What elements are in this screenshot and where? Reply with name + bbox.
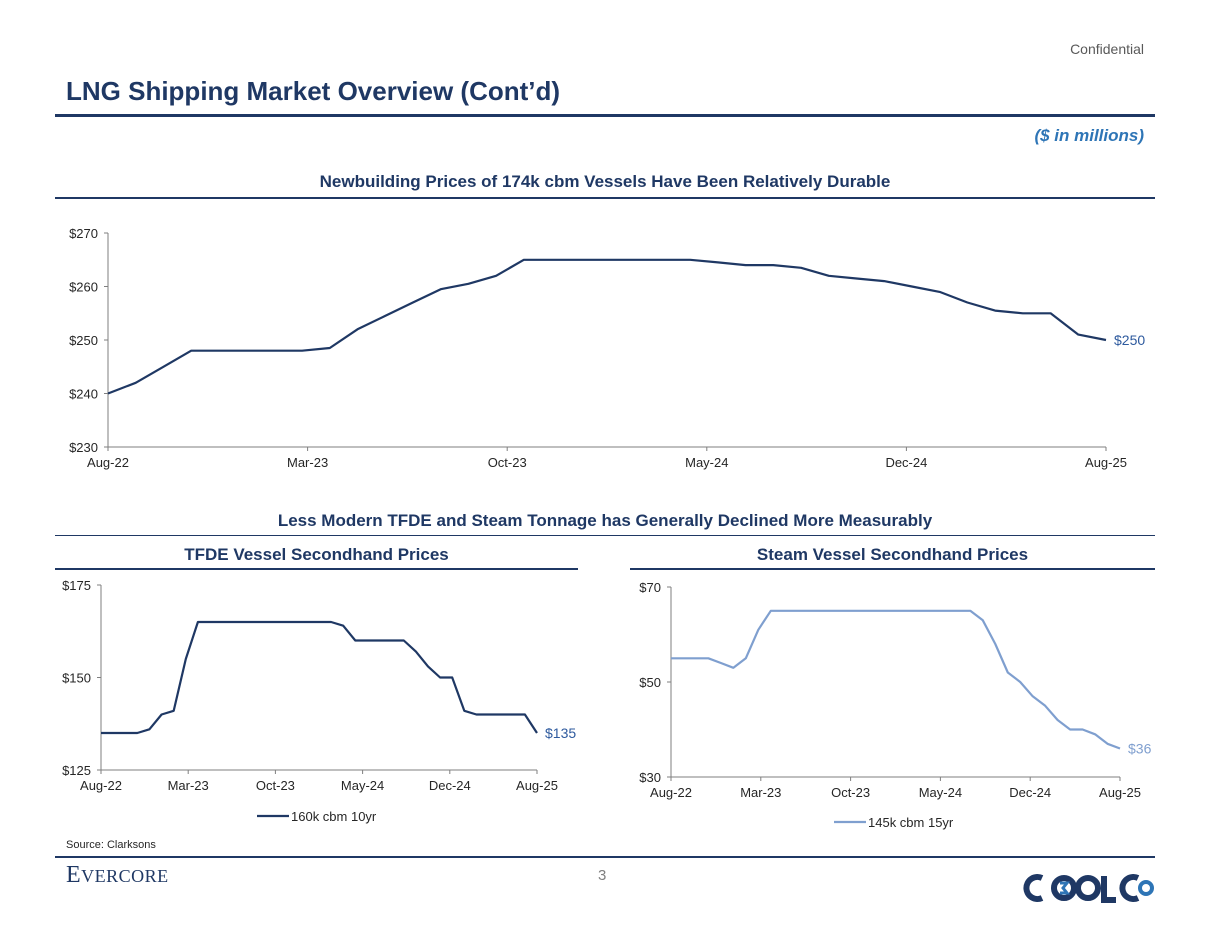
steam-end-value-label: $36 (1128, 741, 1152, 757)
newbuild-x-tick-label: Mar-23 (287, 455, 328, 470)
tfde-y-tick-label: $150 (62, 671, 91, 686)
newbuild-x-tick-label: Aug-25 (1085, 455, 1127, 470)
steam-x-tick-label: Aug-22 (650, 785, 692, 800)
steam-chart-title: Steam Vessel Secondhand Prices (756, 545, 1029, 564)
steam-series-line (671, 609, 1121, 750)
tfde-x-tick-label: Aug-22 (80, 778, 122, 793)
section-2-title: Less Modern TFDE and Steam Tonnage has G… (277, 511, 933, 530)
tfde-x-tick-label: Aug-25 (516, 778, 558, 793)
source-note: Source: Clarksons (66, 839, 156, 851)
tfde-y-tick-label: $175 (62, 578, 91, 593)
footer-rule (55, 856, 1155, 858)
coolco-logo (1020, 872, 1156, 909)
tfde-series-line (101, 620, 538, 735)
tfde-x-tick-label: Dec-24 (429, 778, 471, 793)
newbuild-x-tick-label: Aug-22 (87, 455, 129, 470)
newbuild-end-value-label: $250 (1114, 332, 1145, 348)
newbuild-x-tick-label: May-24 (685, 455, 728, 470)
tfde-chart-title: TFDE Vessel Secondhand Prices (184, 545, 449, 564)
page-number: 3 (598, 867, 607, 884)
newbuild-y-tick-label: $270 (69, 226, 98, 241)
tfde-x-tick-label: Oct-23 (256, 778, 295, 793)
tfde-legend-label: 160k cbm 10yr (291, 809, 377, 824)
tfde-end-value-label: $135 (545, 725, 576, 741)
steam-x-tick-label: May-24 (919, 785, 962, 800)
newbuild-title-rule (55, 197, 1155, 199)
steam-x-tick-label: Mar-23 (740, 785, 781, 800)
steam-y-tick-label: $30 (639, 770, 661, 785)
title-rule (55, 114, 1155, 117)
tfde-title-rule (55, 568, 578, 570)
steam-x-tick-label: Aug-25 (1099, 785, 1141, 800)
newbuild-y-tick-label: $240 (69, 387, 98, 402)
tfde-x-tick-label: May-24 (341, 778, 384, 793)
page-title: LNG Shipping Market Overview (Cont’d) (66, 76, 561, 106)
units-note: ($ in millions) (1034, 126, 1144, 145)
steam-x-tick-label: Oct-23 (831, 785, 870, 800)
tfde-x-tick-label: Mar-23 (168, 778, 209, 793)
steam-x-tick-label: Dec-24 (1009, 785, 1051, 800)
steam-y-tick-label: $50 (639, 675, 661, 690)
tfde-y-tick-label: $125 (62, 763, 91, 778)
steam-legend-label: 145k cbm 15yr (868, 815, 954, 830)
confidential-label: Confidential (1070, 41, 1144, 57)
evercore-logo: EVERCORE (66, 862, 169, 888)
newbuild-x-tick-label: Dec-24 (885, 455, 927, 470)
steam-y-tick-label: $70 (639, 580, 661, 595)
steam-title-rule (630, 568, 1155, 570)
newbuild-y-tick-label: $260 (69, 280, 98, 295)
section-2-rule (55, 535, 1155, 536)
newbuild-chart-title: Newbuilding Prices of 174k cbm Vessels H… (319, 172, 891, 191)
newbuild-x-tick-label: Oct-23 (488, 455, 527, 470)
newbuild-y-tick-label: $250 (69, 333, 98, 348)
newbuild-y-tick-label: $230 (69, 440, 98, 455)
newbuild-series-line (107, 258, 1107, 395)
